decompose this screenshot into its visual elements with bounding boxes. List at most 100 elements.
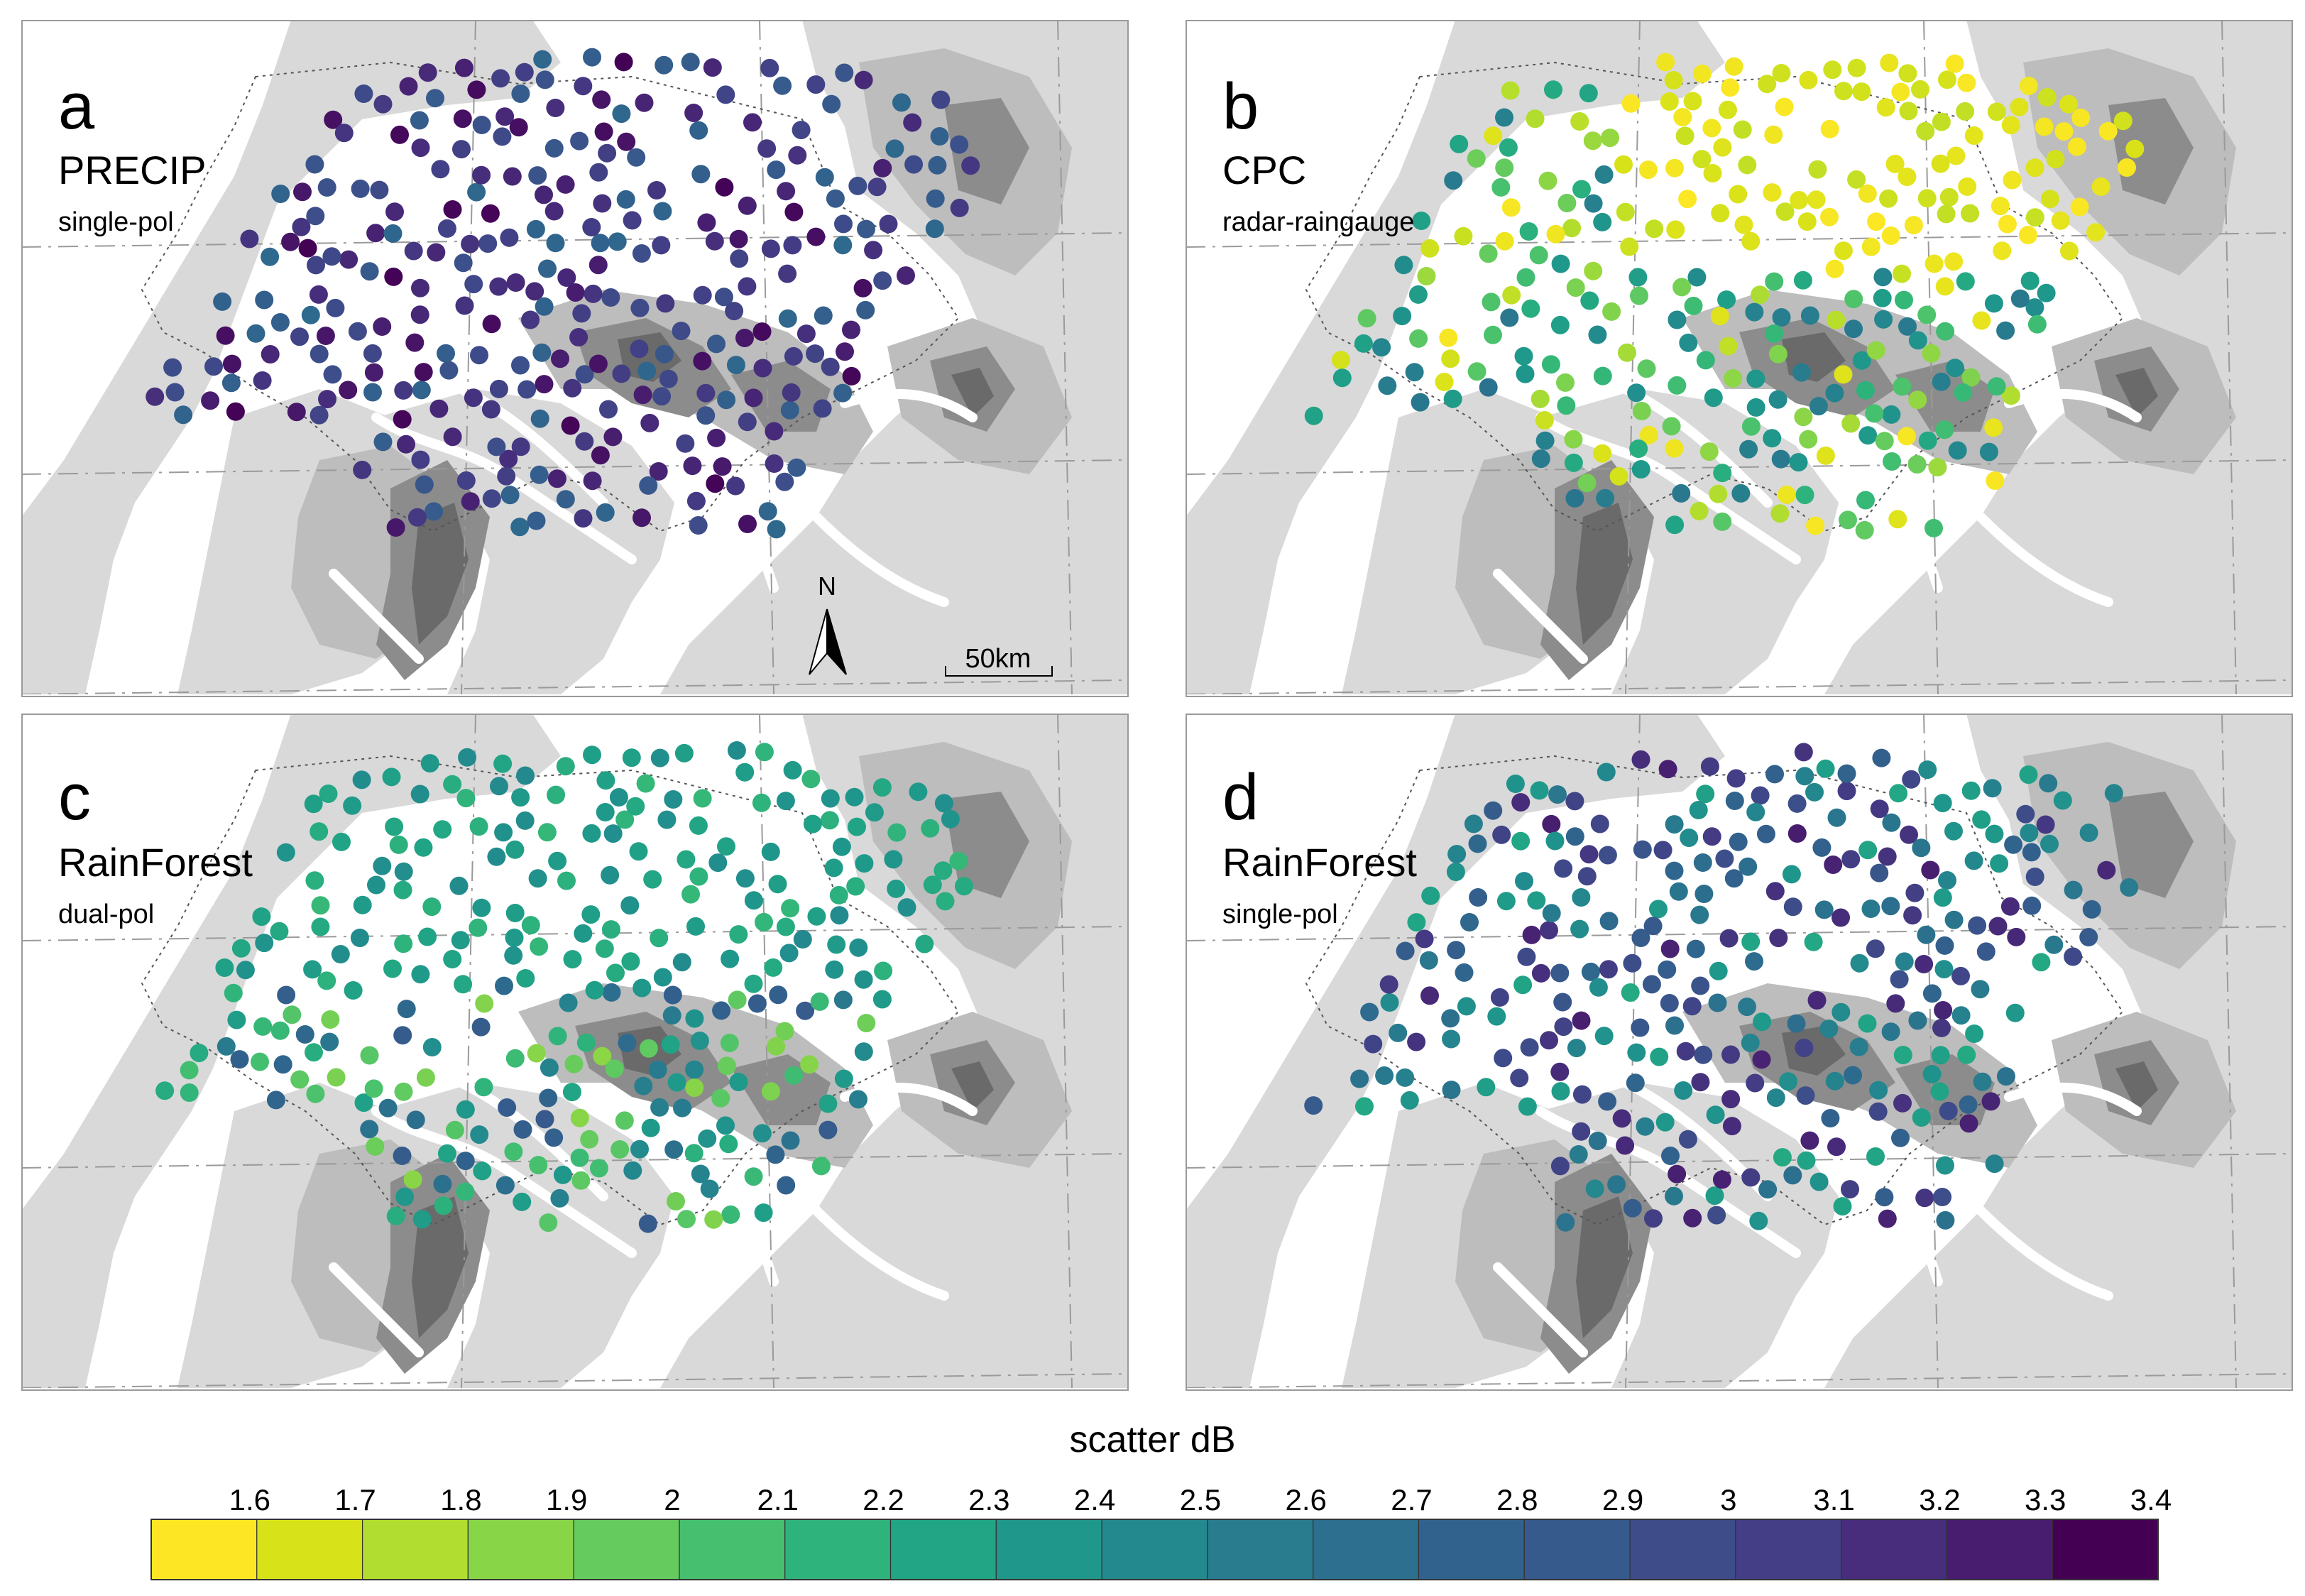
station-point [639, 476, 658, 495]
station-point [439, 361, 459, 380]
station-point [796, 324, 816, 344]
station-point [633, 386, 652, 405]
station-point [529, 1156, 548, 1175]
station-point [546, 99, 565, 117]
station-point [500, 228, 519, 247]
station-point [454, 975, 473, 994]
colorbar-segment [1523, 1519, 1631, 1580]
station-point [363, 383, 382, 402]
station-point [2020, 824, 2039, 843]
station-point [319, 785, 338, 803]
station-point [1673, 108, 1692, 126]
station-point [1844, 1066, 1862, 1085]
station-point [641, 1118, 660, 1137]
station-point [1457, 997, 1476, 1016]
station-point [923, 875, 942, 895]
station-point [1599, 912, 1619, 931]
station-point [1928, 458, 1947, 476]
station-point [393, 1026, 412, 1045]
station-point [1925, 518, 1943, 537]
station-point [481, 400, 500, 419]
panel-title-a: PRECIP [58, 148, 207, 192]
station-point [1734, 215, 1753, 234]
station-point [2086, 223, 2106, 242]
valley [2004, 388, 2142, 422]
station-point [190, 1044, 209, 1063]
station-point [648, 1060, 667, 1079]
station-point [339, 381, 358, 400]
station-point [714, 288, 733, 307]
station-point [1729, 832, 1748, 851]
station-point [1925, 254, 1944, 273]
station-point [1612, 1109, 1631, 1128]
station-point [643, 870, 662, 889]
station-point [1861, 900, 1880, 918]
station-point [655, 344, 674, 364]
station-point [1917, 305, 1937, 324]
station-point [1417, 267, 1436, 285]
station-point [1577, 474, 1597, 493]
station-point [1795, 1039, 1814, 1057]
station-point [1520, 1038, 1539, 1057]
colorbar-segment [1629, 1519, 1736, 1580]
station-point [1876, 98, 1895, 117]
station-point [2025, 158, 2044, 177]
station-point [1888, 510, 1907, 529]
station-point [1968, 916, 1987, 935]
station-point [1375, 1066, 1394, 1085]
station-point [513, 1192, 532, 1211]
station-point [2120, 878, 2139, 897]
station-point [1332, 368, 1352, 388]
station-point [1596, 488, 1615, 508]
station-point [562, 1083, 581, 1102]
station-point [1893, 264, 1911, 283]
station-point [535, 185, 553, 204]
colorbar-segment [679, 1519, 786, 1580]
station-point [2098, 121, 2118, 141]
station-point [1849, 1037, 1868, 1056]
station-point [1932, 1018, 1951, 1037]
station-point [1696, 785, 1715, 804]
colorbar-segment [889, 1519, 997, 1580]
station-point [1930, 1082, 1949, 1101]
station-point [251, 1052, 269, 1071]
station-point [505, 1049, 525, 1068]
station-point [1873, 268, 1893, 287]
station-point [1637, 359, 1656, 378]
station-point [879, 214, 898, 234]
station-point [612, 364, 631, 383]
station-point [1787, 1014, 1806, 1033]
station-point [1460, 913, 1479, 931]
station-point [1881, 226, 1900, 245]
station-point [495, 976, 513, 995]
station-point [1908, 390, 1927, 410]
station-point [1987, 377, 2006, 396]
station-point [324, 110, 343, 129]
station-point [775, 1022, 794, 1041]
station-point [606, 963, 625, 983]
station-point [513, 1120, 532, 1139]
station-point [1564, 453, 1583, 472]
station-point [163, 358, 182, 377]
station-point [1726, 769, 1746, 788]
graticule-line [759, 20, 774, 694]
station-point [1912, 838, 1931, 858]
station-point [1855, 520, 1874, 540]
station-point [1419, 951, 1438, 970]
station-point [689, 867, 708, 886]
station-point [1820, 207, 1839, 226]
station-point [1946, 359, 1964, 378]
station-point [539, 1213, 558, 1232]
station-point [1844, 290, 1863, 309]
station-point [897, 266, 915, 285]
station-point [767, 1037, 786, 1056]
station-point [696, 383, 716, 403]
station-point [777, 182, 796, 201]
station-point [1945, 54, 1964, 73]
station-point [399, 77, 418, 96]
station-point [496, 1176, 515, 1195]
station-point [1572, 1122, 1591, 1141]
station-point [854, 70, 873, 89]
station-point [1824, 856, 1843, 874]
station-point [779, 944, 799, 963]
